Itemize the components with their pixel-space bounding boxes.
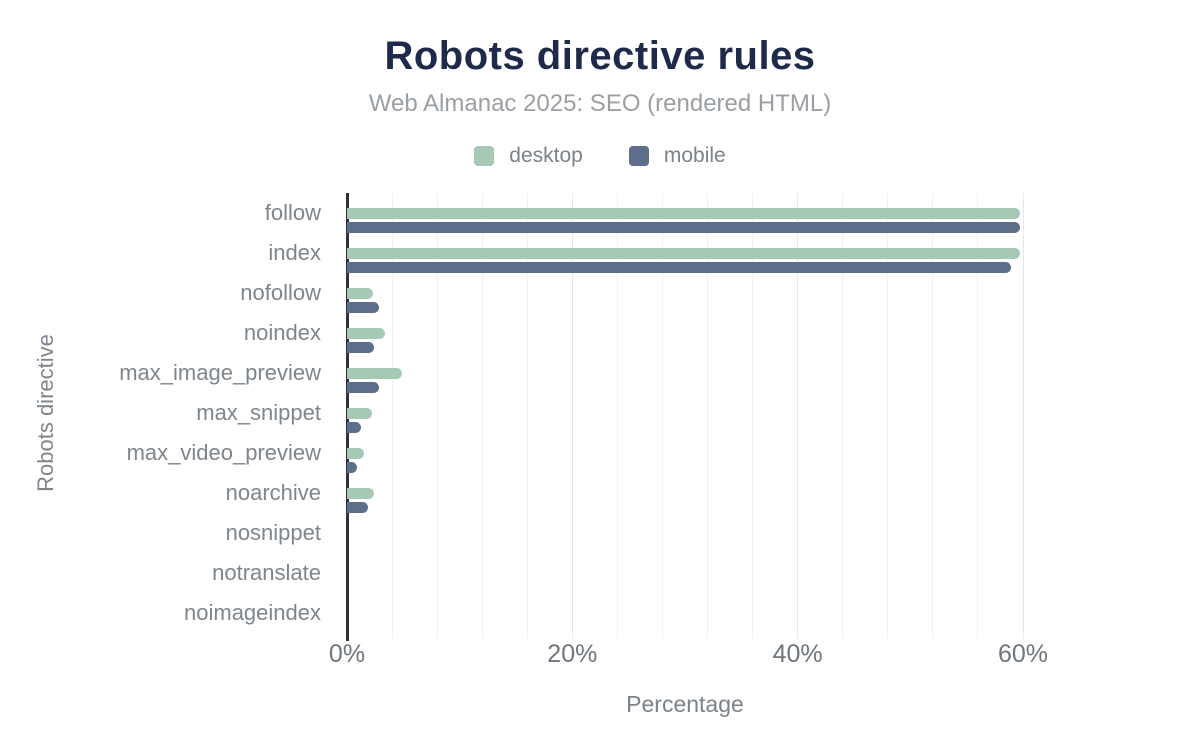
category-label-follow: follow — [264, 200, 321, 225]
major-gridline — [1022, 193, 1024, 639]
minor-gridline — [842, 193, 844, 639]
bar-mobile-noarchive — [347, 502, 369, 513]
bar-mobile-follow — [347, 222, 1020, 233]
bar-desktop-follow — [347, 208, 1020, 219]
x-tick-label-20%: 20% — [547, 640, 598, 668]
category-labels-column: follow index nofollow noindex max_image_prev… — [0, 193, 334, 633]
x-tick-label-60%: 60% — [997, 640, 1049, 668]
legend-item-mobile: mobile — [628, 144, 726, 168]
bar-desktop-noarchive — [347, 488, 375, 499]
bar-group-max_video_preview — [347, 433, 1023, 473]
x-axis-title: Percentage — [626, 691, 744, 717]
bar-desktop-max_image_preview — [347, 368, 403, 379]
bar-group-max_image_preview — [347, 353, 1023, 393]
category-label-notranslate: notranslate — [212, 560, 321, 585]
category-label-index: index — [268, 240, 321, 265]
legend-label-mobile: mobile — [663, 144, 726, 167]
bar-mobile-nofollow — [347, 302, 379, 313]
bar-group-max_snippet — [347, 393, 1023, 433]
bar-mobile-noindex — [347, 342, 375, 353]
bar-group-index — [347, 233, 1023, 273]
bar-group-noimageindex — [347, 593, 1023, 633]
bar-group-follow — [347, 193, 1023, 233]
bar-mobile-max_snippet — [347, 422, 361, 433]
bar-desktop-nofollow — [347, 288, 373, 299]
bar-mobile-max_image_preview — [347, 382, 379, 393]
chart-legend: desktop mobile — [0, 142, 1200, 170]
bar-mobile-index — [347, 262, 1011, 273]
category-label-noimageindex: noimageindex — [184, 600, 321, 625]
bar-group-noarchive — [347, 473, 1023, 513]
minor-gridline — [661, 193, 663, 639]
major-gridline — [797, 193, 799, 639]
bar-desktop-max_snippet — [347, 408, 372, 419]
minor-gridline — [436, 193, 438, 639]
legend-label-desktop: desktop — [509, 144, 583, 167]
category-label-max_snippet: max_snippet — [196, 400, 321, 425]
chart-subtitle: Web Almanac 2025: SEO (rendered HTML) — [368, 90, 832, 117]
minor-gridline — [391, 193, 393, 639]
bar-group-nosnippet — [347, 513, 1023, 553]
bar-group-notranslate — [347, 553, 1023, 593]
minor-gridline — [526, 193, 528, 639]
category-label-nosnippet: nosnippet — [225, 520, 321, 545]
minor-gridline — [616, 193, 618, 639]
bar-mobile-max_video_preview — [347, 462, 358, 473]
minor-gridline — [887, 193, 889, 639]
legend-item-desktop: desktop — [474, 144, 583, 168]
x-tick-label-0%: 0% — [328, 640, 366, 668]
minor-gridline — [752, 193, 754, 639]
category-label-max_image_preview: max_image_preview — [119, 360, 321, 385]
legend-swatch-mobile — [628, 146, 649, 166]
x-tick-label-40%: 40% — [772, 640, 823, 668]
bar-desktop-max_video_preview — [347, 448, 364, 459]
minor-gridline — [481, 193, 483, 639]
minor-gridline — [707, 193, 709, 639]
minor-gridline — [932, 193, 934, 639]
category-label-nofollow: nofollow — [240, 280, 321, 305]
category-label-noarchive: noarchive — [225, 480, 321, 505]
minor-gridline — [977, 193, 979, 639]
x-axis-ticks: 0% 20% 40% 60% — [0, 640, 1200, 670]
bar-group-nofollow — [347, 273, 1023, 313]
bar-desktop-noindex — [347, 328, 386, 339]
legend-swatch-desktop — [474, 146, 495, 166]
bar-desktop-index — [347, 248, 1020, 259]
category-label-noindex: noindex — [243, 320, 321, 345]
plot-area — [346, 193, 1024, 641]
category-label-max_video_preview: max_video_preview — [126, 440, 321, 465]
chart-title: Robots directive rules — [384, 34, 816, 78]
bar-group-noindex — [347, 313, 1023, 353]
major-gridline — [571, 193, 573, 639]
